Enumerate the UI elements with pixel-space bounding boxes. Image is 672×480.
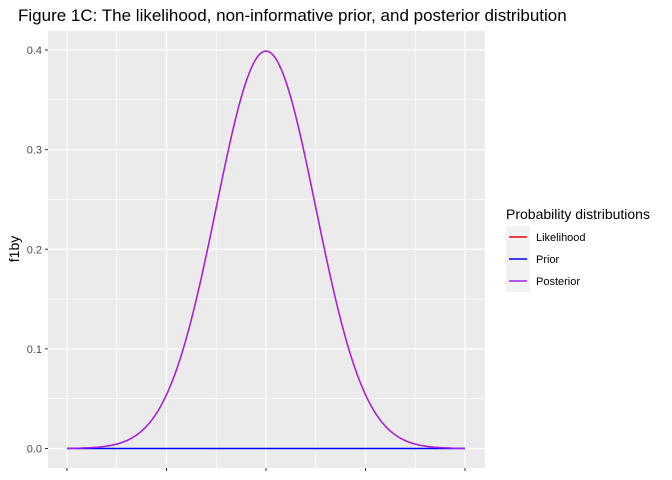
series-layer (66, 50, 466, 450)
y-axis-label: f1by (6, 236, 22, 262)
legend-label-posterior: Posterior (536, 276, 580, 288)
y-tick-label: 0.2 (27, 244, 42, 256)
chart-title: Figure 1C: The likelihood, non-informati… (18, 6, 567, 25)
legend-label-likelihood: Likelihood (536, 232, 586, 244)
y-tick-label: 0.0 (27, 444, 42, 456)
legend-label-prior: Prior (536, 254, 560, 266)
x-axis (66, 468, 466, 471)
legend: Probability distributions Likelihood Prio… (506, 206, 650, 292)
y-tick-label: 0.4 (27, 45, 42, 57)
legend-title: Probability distributions (506, 206, 650, 222)
y-tick-label: 0.3 (27, 145, 42, 157)
series-line-posterior (66, 50, 466, 450)
y-tick-label: 0.1 (27, 344, 42, 356)
y-axis: 0.0 0.1 0.2 0.3 0.4 (27, 45, 48, 456)
